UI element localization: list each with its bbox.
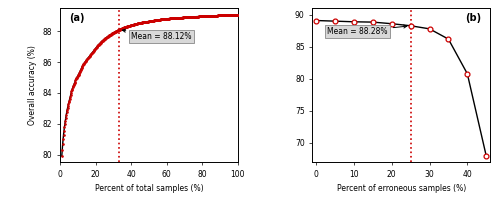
Text: Mean = 88.28%: Mean = 88.28% [328, 25, 407, 36]
Text: (b): (b) [465, 13, 481, 23]
X-axis label: Percent of total samples (%): Percent of total samples (%) [94, 184, 203, 193]
Y-axis label: Overall accuracy (%): Overall accuracy (%) [28, 45, 37, 125]
Text: Mean = 88.12%: Mean = 88.12% [122, 29, 192, 41]
X-axis label: Percent of erroneous samples (%): Percent of erroneous samples (%) [336, 184, 466, 193]
Text: (a): (a) [69, 13, 84, 23]
